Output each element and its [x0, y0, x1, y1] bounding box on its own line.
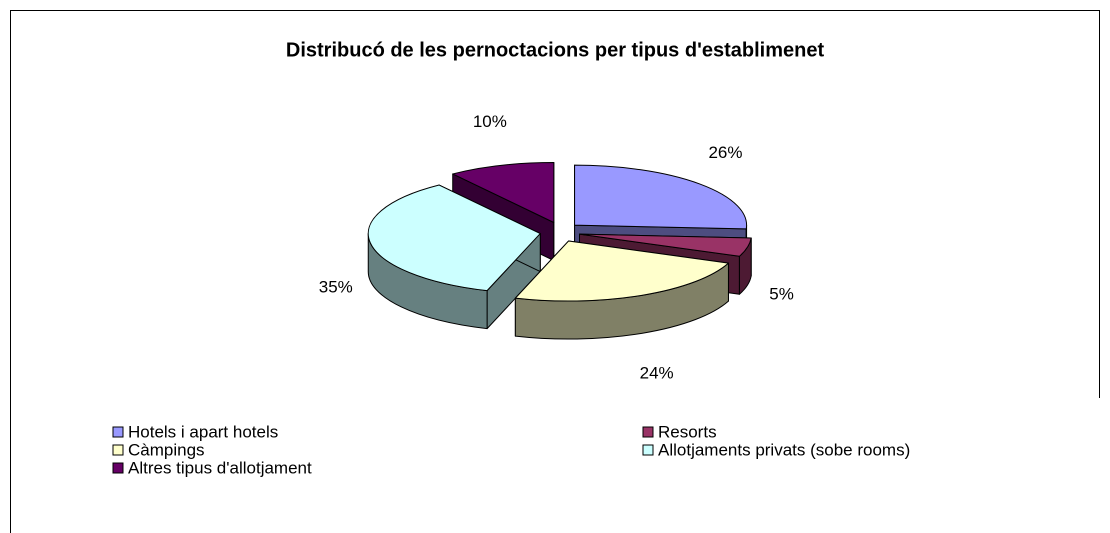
data-label: 35% — [319, 277, 353, 296]
legend-label: Altres tipus d'allotjament — [128, 458, 312, 477]
legend-swatch — [112, 426, 124, 438]
slice-top — [452, 161, 555, 223]
legend-swatch — [112, 462, 124, 474]
legend-label: Càmpings — [128, 440, 205, 459]
data-label: 5% — [769, 285, 794, 304]
chart-title: Distribucó de les pernoctacions per tipu… — [286, 39, 825, 61]
chart-border — [10, 10, 1100, 533]
legend-swatch — [642, 426, 654, 438]
data-label: 10% — [473, 112, 507, 131]
legend-swatch — [642, 444, 654, 456]
data-label: 24% — [640, 364, 674, 383]
slice-top — [367, 184, 541, 292]
legend-label: Allotjaments privats (sobe rooms) — [658, 440, 910, 459]
slice-top — [514, 240, 729, 302]
slice-top — [579, 233, 752, 257]
legend-label: Hotels i apart hotels — [128, 422, 278, 441]
slice-top — [574, 164, 748, 230]
legend-label: Resorts — [658, 422, 717, 441]
data-label: 26% — [708, 143, 742, 162]
legend-swatch — [112, 444, 124, 456]
